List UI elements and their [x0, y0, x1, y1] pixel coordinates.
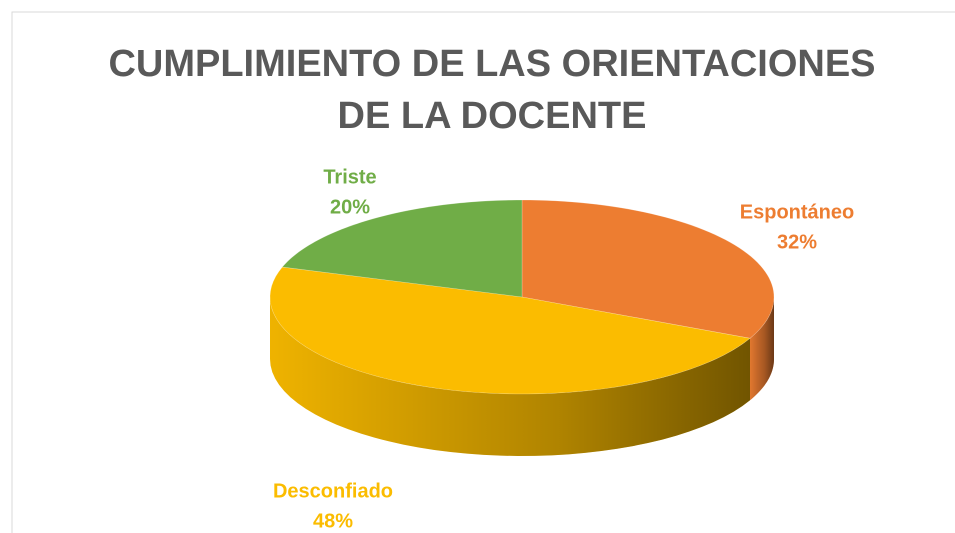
data-label-value: 48% — [313, 510, 353, 532]
data-label-category: Triste — [323, 166, 376, 188]
data-label-category: Espontáneo — [740, 201, 854, 223]
slice — [281, 199, 523, 298]
data-label-category: Desconfiado — [273, 480, 393, 502]
slice — [521, 199, 775, 339]
slice-side-shade — [750, 297, 774, 401]
data-label-value: 20% — [330, 196, 370, 218]
data-label-value: 32% — [777, 231, 817, 253]
slice — [269, 266, 751, 395]
frame — [11, 11, 955, 533]
chart-title: CUMPLIMIENTO DE LAS ORIENTACIONES DE LA … — [108, 43, 876, 137]
slice-side-shade — [270, 297, 751, 456]
